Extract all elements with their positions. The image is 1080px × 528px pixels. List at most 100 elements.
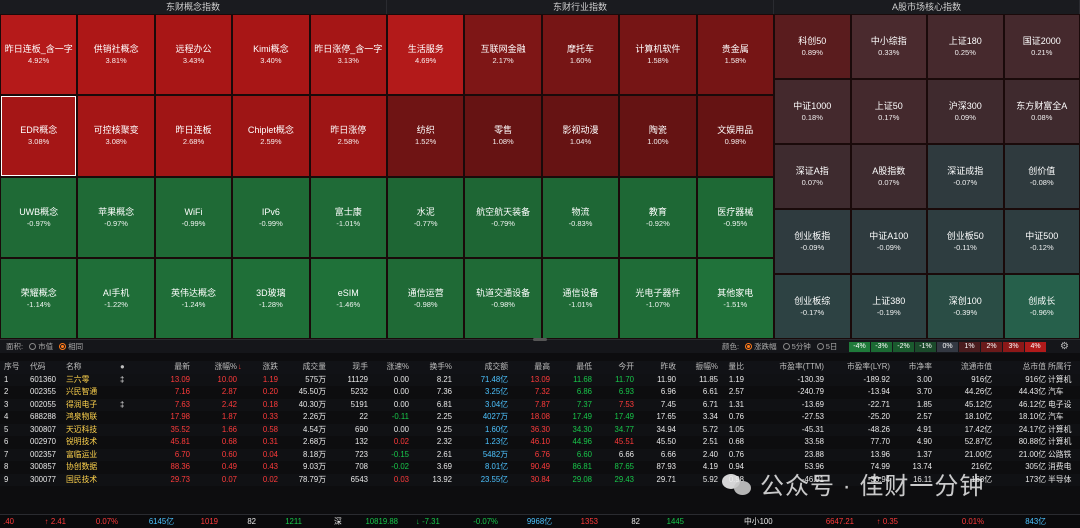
sort-desc-icon[interactable]: ↓ <box>238 362 242 371</box>
concept-tile[interactable]: eSIM -1.46% <box>309 257 387 339</box>
industry-tile[interactable]: 通信运营 -0.98% <box>387 257 465 339</box>
column-header[interactable]: 最新 <box>174 362 190 371</box>
column-header[interactable]: 振幅% <box>695 362 718 371</box>
color-option-change[interactable]: 涨跌幅 <box>745 341 777 352</box>
industry-tile[interactable]: 通信设备 -1.01% <box>541 257 620 339</box>
core-tile[interactable]: 创业板50 -0.11% <box>927 209 1004 274</box>
concept-tile[interactable]: 苹果概念 -0.97% <box>77 176 155 258</box>
column-header[interactable]: 市盈率(TTM) <box>779 362 824 371</box>
table-row[interactable]: 6 002970 锐明技术 45.81 0.68 0.31 2.68万 132 0.02 2.32… <box>0 436 1080 449</box>
concept-tile[interactable]: AI手机 -1.22% <box>77 257 155 339</box>
column-header[interactable]: 量比 <box>728 362 744 371</box>
column-header[interactable]: 市净率 <box>908 362 932 371</box>
column-header[interactable]: 涨跌 <box>262 362 278 371</box>
concept-tile[interactable]: IPv6 -0.99% <box>232 176 310 258</box>
core-tile[interactable]: 创价值 -0.08% <box>1003 144 1080 209</box>
column-header[interactable]: 昨收 <box>660 362 676 371</box>
concept-tile[interactable]: 3D玻璃 -1.28% <box>232 257 310 339</box>
core-tile[interactable]: 东方财富全A 0.08% <box>1003 79 1080 144</box>
concept-tile[interactable]: 昨日涨停 2.58% <box>309 95 387 177</box>
column-header[interactable]: 总市值 <box>1022 362 1046 371</box>
concept-tile[interactable]: 荣耀概念 -1.14% <box>0 257 78 339</box>
industry-tile[interactable]: 摩托车 1.60% <box>541 14 620 96</box>
concept-tile[interactable]: 供销社概念 3.81% <box>77 14 155 96</box>
core-tile[interactable]: 上证380 -0.19% <box>850 274 927 339</box>
core-tile[interactable]: 深创100 -0.39% <box>927 274 1004 339</box>
industry-tile[interactable]: 轨道交通设备 -0.98% <box>464 257 542 339</box>
concept-tile[interactable]: 昨日连板 2.68% <box>154 95 233 177</box>
column-header[interactable]: 换手% <box>429 362 452 371</box>
industry-tile[interactable]: 光电子器件 -1.07% <box>619 257 697 339</box>
concept-tile[interactable]: 昨日连板_含一字 4.92% <box>0 14 78 96</box>
concept-tile[interactable]: 昨日涨停_含一字 3.13% <box>309 14 387 96</box>
color-option-5day[interactable]: 5日 <box>816 341 837 352</box>
core-tile[interactable]: 上证180 0.25% <box>927 14 1004 79</box>
column-header[interactable]: 所属行 <box>1048 362 1072 371</box>
industry-tile[interactable]: 生活服务 4.69% <box>387 14 465 96</box>
column-header[interactable]: 最低 <box>576 362 592 371</box>
core-tile[interactable]: 中证A100 -0.09% <box>850 209 927 274</box>
core-tile[interactable]: 上证50 0.17% <box>850 79 927 144</box>
core-tile[interactable]: 国证2000 0.21% <box>1003 14 1080 79</box>
industry-tile[interactable]: 零售 1.08% <box>464 95 542 177</box>
industry-tile[interactable]: 物流 -0.83% <box>541 176 620 258</box>
core-tile[interactable]: 创业板综 -0.17% <box>774 274 851 339</box>
table-row[interactable]: 1 601360 三六零 ‡ 13.09 10.00 1.19 575万 11129 0.00 8.… <box>0 373 1080 386</box>
concept-tile[interactable]: 富士康 -1.01% <box>309 176 387 258</box>
industry-tile[interactable]: 教育 -0.92% <box>619 176 697 258</box>
table-row[interactable]: 4 688288 鸿泉物联 17.98 1.87 0.33 2.26万 22 -0.11 2.25… <box>0 411 1080 424</box>
concept-tile[interactable]: 英伟达概念 -1.24% <box>154 257 233 339</box>
core-tile[interactable]: 深证成指 -0.07% <box>927 144 1004 209</box>
industry-tile[interactable]: 医疗器械 -0.95% <box>696 176 774 258</box>
column-header[interactable]: 现手 <box>352 362 368 371</box>
area-option-mcap[interactable]: 市值 <box>29 341 53 352</box>
industry-tile[interactable]: 水泥 -0.77% <box>387 176 465 258</box>
concept-tile[interactable]: WiFi -0.99% <box>154 176 233 258</box>
gear-icon[interactable]: ⚙ <box>1060 341 1069 352</box>
column-header[interactable]: 涨幅% <box>214 362 237 371</box>
column-header[interactable]: 代码 <box>30 362 46 371</box>
column-header[interactable]: ● <box>120 362 125 371</box>
core-tile[interactable]: 科创50 0.89% <box>774 14 851 79</box>
industry-tile[interactable]: 计算机软件 1.58% <box>619 14 697 96</box>
area-option-same[interactable]: 相同 <box>59 341 83 352</box>
industry-tile[interactable]: 文娱用品 0.98% <box>696 95 774 177</box>
industry-tile[interactable]: 贵金属 1.58% <box>696 14 774 96</box>
splitter-handle[interactable] <box>533 338 547 341</box>
core-tile[interactable]: 深证A指 0.07% <box>774 144 851 209</box>
core-tile[interactable]: 中证500 -0.12% <box>1003 209 1080 274</box>
concept-tile[interactable]: Kimi概念 3.40% <box>232 14 310 96</box>
core-tile[interactable]: 中小综指 0.33% <box>850 14 927 79</box>
core-tile[interactable]: 创业板指 -0.09% <box>774 209 851 274</box>
column-header[interactable]: 成交量 <box>302 362 326 371</box>
color-option-5min[interactable]: 5分钟 <box>782 341 811 352</box>
column-header[interactable]: 涨速% <box>386 362 409 371</box>
concept-tile[interactable]: Chiplet概念 2.59% <box>232 95 310 177</box>
core-tile[interactable]: 中证1000 0.18% <box>774 79 851 144</box>
industry-tile[interactable]: 纺织 1.52% <box>387 95 465 177</box>
column-header[interactable]: 今开 <box>618 362 634 371</box>
core-tile[interactable]: A股指数 0.07% <box>850 144 927 209</box>
column-header[interactable]: 序号 <box>4 362 20 371</box>
column-header[interactable]: 最高 <box>534 362 550 371</box>
table-row[interactable]: 8 300857 协创数据 88.36 0.49 0.43 9.03万 708 -0.02 3.6… <box>0 461 1080 474</box>
column-header[interactable]: 成交额 <box>484 362 508 371</box>
table-row[interactable]: 7 002357 富临运业 6.70 0.60 0.04 8.18万 723 -0.15 2.61… <box>0 448 1080 461</box>
industry-tile[interactable]: 互联网金融 2.17% <box>464 14 542 96</box>
concept-tile[interactable]: UWB概念 -0.97% <box>0 176 78 258</box>
column-header[interactable]: 市盈率(LYR) <box>846 362 890 371</box>
industry-tile[interactable]: 其他家电 -1.51% <box>696 257 774 339</box>
table-row[interactable]: 2 002355 兴民智通 7.16 2.87 0.20 45.50万 5232 0.00 7.3… <box>0 386 1080 399</box>
industry-tile[interactable]: 影视动漫 1.04% <box>541 95 620 177</box>
table-row[interactable]: 5 300807 天迈科技 35.52 1.66 0.58 4.54万 690 0.00 9.25… <box>0 423 1080 436</box>
core-tile[interactable]: 沪深300 0.09% <box>927 79 1004 144</box>
concept-tile[interactable]: 可控核聚变 3.08% <box>77 95 155 177</box>
table-row[interactable]: 9 300077 国民技术 29.73 0.07 0.02 78.79万 6543 0.03 13… <box>0 473 1080 486</box>
concept-tile[interactable]: EDR概念 3.08% <box>0 95 78 177</box>
core-tile[interactable]: 创成长 -0.96% <box>1003 274 1080 339</box>
table-row[interactable]: 3 002055 得润电子 ‡ 7.63 2.42 0.18 40.30万 5191 0.00 6.… <box>0 398 1080 411</box>
column-header[interactable]: 流通市值 <box>960 362 992 371</box>
concept-tile[interactable]: 远程办公 3.43% <box>154 14 233 96</box>
industry-tile[interactable]: 航空航天装备 -0.79% <box>464 176 542 258</box>
column-header[interactable]: 名称 <box>66 362 82 371</box>
